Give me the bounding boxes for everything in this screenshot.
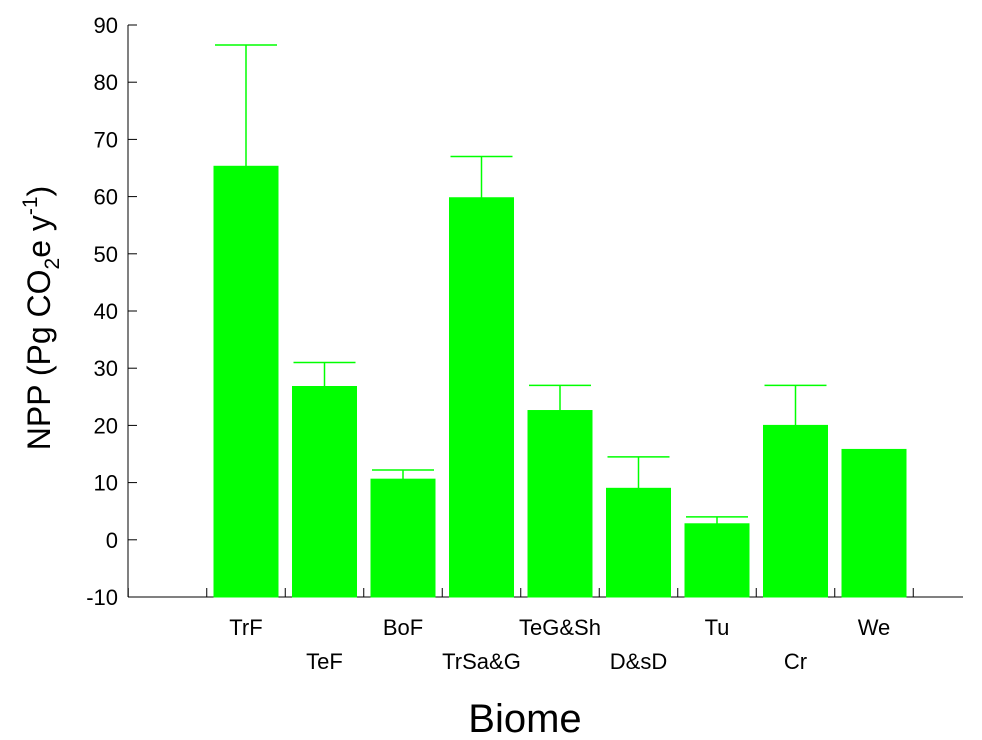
y-tick-label: 10 (94, 471, 118, 496)
y-tick-label: -10 (86, 585, 118, 610)
error-bars (215, 44, 827, 524)
x-category-label: Cr (784, 649, 807, 674)
x-category-label: D&sD (610, 649, 667, 674)
x-category-label: TrSa&G (442, 649, 521, 674)
bar-we (841, 448, 907, 598)
bar-teg-sh (527, 410, 593, 598)
y-tick-label: 30 (94, 356, 118, 381)
y-axis-title-end: ) (21, 186, 57, 197)
y-tick-labels: -10 0 10 20 30 40 50 60 70 80 90 (86, 13, 118, 610)
y-axis-title-subscript: 2 (41, 258, 64, 270)
y-tick-label: 60 (94, 185, 118, 210)
y-axis-title-superscript: -1 (19, 196, 42, 215)
x-category-labels: TrF TeF BoF TrSa&G TeG&Sh D&sD Tu Cr We (229, 615, 890, 674)
y-tick-label: 50 (94, 242, 118, 267)
x-category-label: TeG&Sh (519, 615, 601, 640)
y-tick-label: 80 (94, 70, 118, 95)
y-tick-label: 40 (94, 299, 118, 324)
bar-tu (684, 523, 750, 598)
y-tick-label: 70 (94, 127, 118, 152)
x-category-label: BoF (383, 615, 423, 640)
y-tick-label: 90 (94, 13, 118, 38)
x-category-label: Tu (705, 615, 730, 640)
y-axis-title-base: NPP (Pg CO (21, 269, 57, 450)
bar-trsa-g (449, 197, 514, 598)
bar-d-sd (606, 487, 671, 598)
y-tick-label: 0 (106, 528, 118, 553)
bar-cr (763, 424, 828, 598)
y-axis-title: NPP (Pg CO2e y-1) (19, 186, 64, 451)
y-tick-label: 20 (94, 413, 118, 438)
bar-tef (292, 386, 357, 598)
y-axis-title-mid: e y (21, 215, 57, 258)
x-axis-title: Biome (468, 697, 581, 740)
x-category-label: We (858, 615, 891, 640)
bars (213, 165, 907, 598)
bar-trf (213, 165, 279, 598)
bar-bof (370, 478, 436, 598)
x-category-label: TeF (306, 649, 343, 674)
x-category-label: TrF (229, 615, 262, 640)
